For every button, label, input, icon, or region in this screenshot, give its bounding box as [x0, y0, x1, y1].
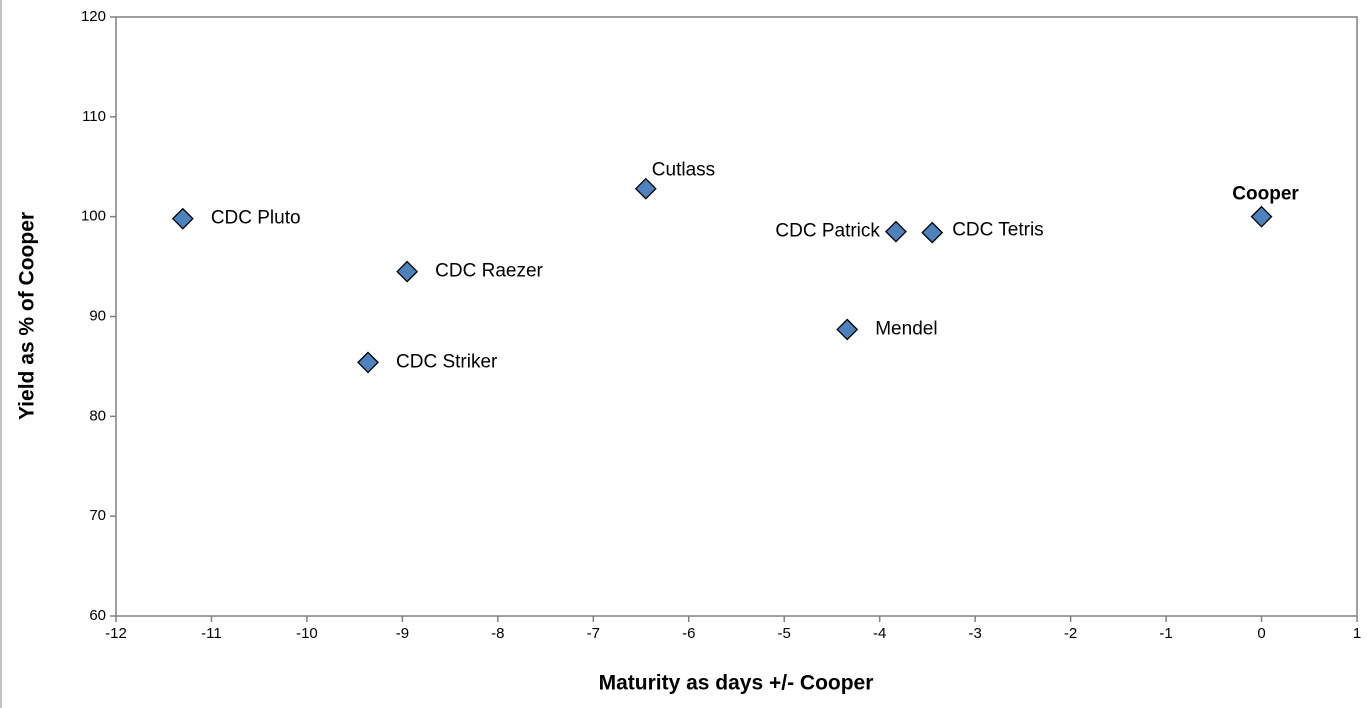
point	[836, 318, 859, 341]
point-label: Mendel	[875, 318, 937, 339]
point	[171, 207, 194, 230]
point-label: Cooper	[1232, 184, 1299, 205]
x-tick-label: -4	[873, 625, 886, 642]
x-tick-label: -12	[105, 625, 127, 642]
point	[885, 220, 907, 243]
y-tick-label: 80	[89, 407, 106, 424]
point	[921, 221, 944, 244]
point-label: CDC Pluto	[211, 208, 301, 229]
point	[396, 260, 419, 283]
x-tick-label: -2	[1064, 625, 1077, 642]
point-label: Cutlass	[652, 160, 715, 181]
point	[634, 177, 657, 200]
y-tick-label: 90	[89, 307, 106, 324]
x-tick-label: -3	[968, 625, 981, 642]
point-label: CDC Striker	[396, 351, 498, 372]
x-tick-label: -8	[491, 625, 504, 642]
x-tick-label: -5	[778, 625, 791, 642]
x-axis-title: Maturity as days +/- Cooper	[599, 672, 874, 695]
point	[357, 351, 379, 374]
x-tick-label: -9	[396, 625, 409, 642]
x-tick-label: 1	[1353, 625, 1361, 642]
y-tick-label: 110	[82, 108, 106, 125]
x-tick-label: -7	[587, 625, 600, 642]
point-label: CDC Raezer	[435, 261, 543, 282]
y-tick-label: 70	[89, 507, 106, 524]
point-label: CDC Patrick	[775, 221, 880, 242]
x-tick-label: -1	[1159, 625, 1172, 642]
point-label: CDC Tetris	[952, 220, 1044, 241]
plot-area	[115, 16, 1358, 617]
x-tick-label: -10	[296, 625, 318, 642]
y-tick-label: 120	[81, 8, 106, 25]
y-tick-label: 100	[81, 208, 106, 225]
x-tick-label: -11	[201, 625, 222, 642]
x-tick-label: -6	[682, 625, 695, 642]
x-tick-label: 0	[1257, 625, 1265, 642]
y-tick-label: 60	[89, 607, 106, 624]
point	[1250, 205, 1273, 228]
y-axis-title: Yield as % of Cooper	[16, 212, 39, 420]
